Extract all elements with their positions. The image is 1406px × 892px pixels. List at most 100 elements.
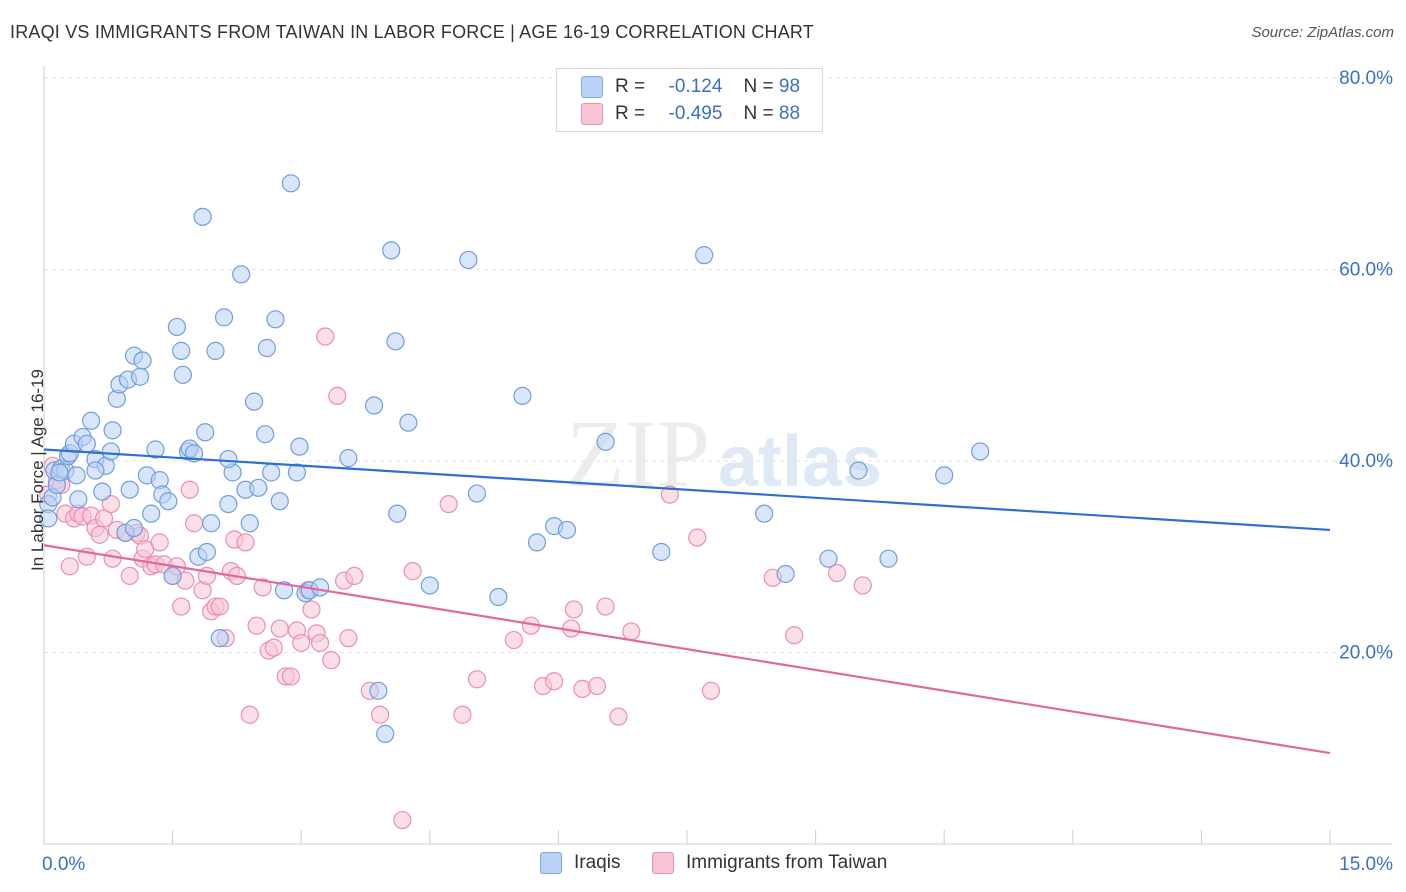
- data-point-taiwan: [302, 600, 321, 619]
- watermark-zip: ZIP: [566, 400, 710, 507]
- data-point-taiwan: [247, 616, 266, 635]
- data-point-iraqis: [459, 250, 478, 270]
- data-point-taiwan: [453, 705, 472, 724]
- data-point-iraqis: [971, 442, 990, 461]
- data-point-taiwan: [701, 681, 721, 700]
- data-point-iraqis: [310, 578, 330, 597]
- data-point-taiwan: [688, 528, 707, 547]
- data-point-taiwan: [596, 597, 615, 616]
- data-point-iraqis: [244, 392, 264, 411]
- data-point-iraqis: [339, 449, 358, 468]
- watermark-atlas: atlas: [718, 422, 882, 502]
- data-point-iraqis: [369, 681, 388, 700]
- data-point-iraqis: [420, 576, 439, 595]
- data-point-iraqis: [133, 351, 152, 370]
- data-point-iraqis: [173, 365, 192, 384]
- data-point-iraqis: [120, 480, 139, 499]
- data-point-iraqis: [257, 338, 277, 358]
- legend: R = -0.124 N = 98 R = -0.495 N = 88: [556, 68, 823, 132]
- legend-n-label: N =: [743, 76, 774, 97]
- bottom-legend-swatch-taiwan: [652, 852, 674, 874]
- data-point-taiwan: [150, 533, 169, 552]
- data-point-taiwan: [467, 670, 487, 689]
- data-point-iraqis: [69, 490, 88, 509]
- data-point-taiwan: [281, 667, 301, 686]
- data-point-iraqis: [776, 564, 795, 584]
- data-point-iraqis: [39, 509, 58, 528]
- y-tick-labels: 20.0% 40.0% 60.0% 80.0%: [1339, 68, 1393, 664]
- data-point-iraqis: [513, 386, 532, 405]
- data-point-iraqis: [172, 341, 191, 360]
- data-point-iraqis: [163, 566, 182, 586]
- y-tick-label: 20.0%: [1339, 643, 1393, 664]
- series-iraqis-points: [39, 174, 990, 743]
- data-point-iraqis: [256, 425, 275, 444]
- y-tick-label: 80.0%: [1339, 68, 1393, 89]
- legend-n-label: N =: [743, 103, 774, 124]
- x-tick-label: 0.0%: [42, 854, 85, 875]
- legend-swatch-taiwan: [581, 103, 603, 125]
- data-point-taiwan: [827, 563, 847, 583]
- data-point-iraqis: [386, 332, 405, 351]
- data-point-taiwan: [316, 327, 335, 346]
- data-point-iraqis: [197, 542, 216, 562]
- data-point-taiwan: [564, 600, 583, 619]
- data-point-iraqis: [101, 442, 120, 461]
- data-point-iraqis: [167, 317, 186, 337]
- trend-line-taiwan: [43, 544, 1331, 755]
- data-point-iraqis: [103, 421, 122, 440]
- y-tick-label: 60.0%: [1339, 260, 1393, 281]
- data-point-iraqis: [270, 492, 289, 511]
- x-tick-labels: 0.0% 15.0%: [42, 854, 1393, 875]
- data-point-taiwan: [240, 705, 259, 724]
- bottom-legend-label-iraqis: Iraqis: [574, 852, 621, 873]
- data-point-taiwan: [622, 622, 641, 641]
- x-tick-label: 15.0%: [1339, 854, 1393, 875]
- data-point-iraqis: [879, 549, 898, 568]
- data-point-taiwan: [292, 633, 311, 653]
- data-point-taiwan: [403, 562, 422, 581]
- data-point-taiwan: [310, 633, 330, 653]
- data-point-iraqis: [142, 504, 161, 523]
- data-point-iraqis: [124, 518, 144, 538]
- data-point-taiwan: [609, 707, 628, 726]
- data-point-iraqis: [557, 520, 577, 540]
- chart-title: IRAQI VS IMMIGRANTS FROM TAIWAN IN LABOR…: [10, 22, 814, 42]
- data-point-taiwan: [90, 525, 109, 544]
- data-point-taiwan: [439, 494, 458, 514]
- data-point-iraqis: [240, 514, 259, 533]
- legend-swatch-iraqis: [581, 76, 603, 98]
- data-point-iraqis: [193, 207, 212, 226]
- axes: [43, 66, 1392, 845]
- data-point-iraqis: [287, 463, 307, 482]
- data-point-iraqis: [364, 396, 384, 415]
- data-point-iraqis: [266, 310, 285, 329]
- data-point-iraqis: [249, 478, 268, 497]
- data-point-iraqis: [50, 463, 69, 482]
- data-point-taiwan: [60, 557, 79, 576]
- y-tick-label: 40.0%: [1339, 451, 1393, 472]
- data-point-iraqis: [849, 461, 868, 480]
- data-point-taiwan: [345, 566, 364, 586]
- data-point-taiwan: [236, 533, 255, 552]
- data-point-iraqis: [652, 542, 671, 562]
- legend-r-value: -0.124: [668, 76, 723, 97]
- data-point-iraqis: [82, 411, 101, 430]
- data-point-iraqis: [214, 308, 234, 327]
- bottom-legend: Iraqis Immigrants from Taiwan: [0, 852, 1406, 878]
- legend-r-label: R =: [615, 76, 646, 97]
- data-point-iraqis: [159, 492, 178, 511]
- data-point-iraqis: [86, 461, 105, 480]
- data-point-iraqis: [219, 494, 238, 514]
- data-point-iraqis: [382, 241, 401, 260]
- data-point-iraqis: [274, 581, 294, 600]
- bottom-legend-label-taiwan: Immigrants from Taiwan: [686, 852, 888, 873]
- trend-lines: [43, 448, 1331, 755]
- data-point-taiwan: [785, 626, 804, 645]
- data-point-taiwan: [322, 651, 341, 670]
- data-point-iraqis: [196, 423, 215, 442]
- data-point-iraqis: [388, 504, 407, 523]
- legend-n-value: 98: [778, 76, 801, 97]
- legend-r-value: -0.495: [668, 103, 723, 124]
